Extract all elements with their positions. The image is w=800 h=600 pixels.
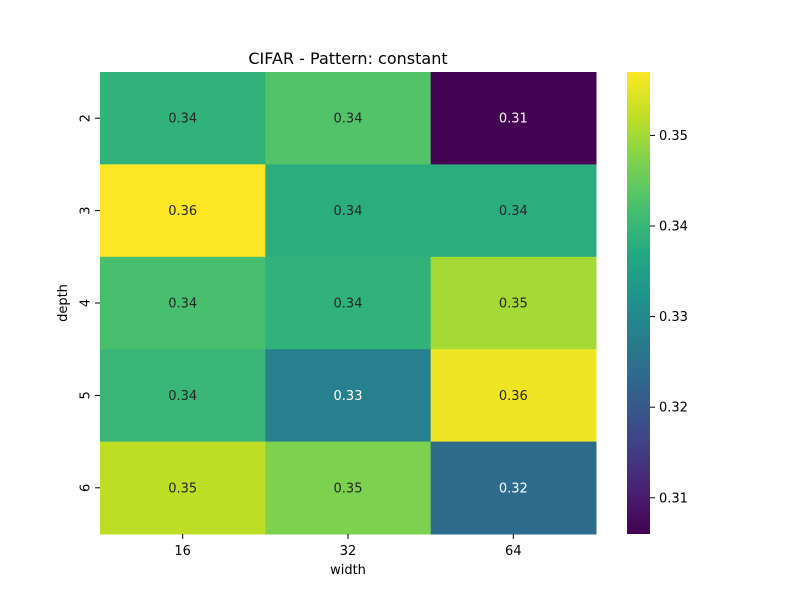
cell-value-label: 0.34 — [334, 297, 363, 312]
colorbar-ticks: 0.31 0.32 0.33 0.34 0.35 — [650, 129, 688, 506]
chart-title: CIFAR - Pattern: constant — [248, 49, 447, 68]
heatmap-cell — [265, 72, 432, 165]
heatmap-cell — [265, 164, 432, 258]
y-tick-label: 4 — [79, 299, 94, 307]
colorbar-tick-label: 0.33 — [659, 310, 688, 325]
colorbar — [627, 72, 650, 534]
y-tick-label: 6 — [79, 484, 94, 492]
heatmap-cell — [100, 441, 266, 535]
cell-value-label: 0.34 — [168, 112, 197, 127]
colorbar-tick-label: 0.31 — [659, 491, 688, 506]
heatmap-cell — [430, 441, 597, 535]
cell-value-label: 0.32 — [499, 481, 528, 496]
cell-value-label: 0.35 — [168, 481, 197, 496]
cell-value-label: 0.36 — [168, 204, 197, 219]
y-axis: 2 3 4 5 6 — [79, 114, 100, 492]
cell-value-label: 0.36 — [499, 389, 528, 404]
cell-value-label: 0.34 — [168, 297, 197, 312]
x-tick-label: 64 — [505, 544, 522, 559]
heatmap-cell — [430, 72, 597, 165]
heatmap-cell — [265, 256, 432, 350]
cell-value-label: 0.34 — [334, 112, 363, 127]
x-tick-label: 32 — [340, 544, 357, 559]
cell-value-label: 0.34 — [499, 204, 528, 219]
heatmap-cell — [100, 72, 266, 165]
y-tick-label: 5 — [79, 391, 94, 399]
heatmap-cell — [265, 349, 432, 443]
cell-value-label: 0.33 — [334, 389, 363, 404]
heatmap-cells — [100, 72, 597, 535]
colorbar-tick-label: 0.34 — [659, 220, 688, 235]
cell-value-label: 0.35 — [334, 481, 363, 496]
x-tick-label: 16 — [174, 544, 191, 559]
colorbar-tick-label: 0.32 — [659, 401, 688, 416]
heatmap-cell — [265, 441, 432, 535]
heatmap-cell — [430, 256, 597, 350]
x-axis: 16 32 64 — [174, 534, 522, 559]
cell-value-label: 0.34 — [334, 204, 363, 219]
heatmap-cell — [430, 164, 597, 258]
y-tick-label: 2 — [79, 114, 94, 122]
cell-value-label: 0.35 — [499, 297, 528, 312]
y-tick-label: 3 — [79, 206, 94, 214]
y-axis-label: depth — [56, 284, 71, 322]
cell-value-label: 0.31 — [499, 112, 528, 127]
heatmap-cell — [430, 349, 597, 443]
heatmap-annotations: 0.34 0.34 0.31 0.36 0.34 0.34 0.34 0.34 0.35 0.34… — [168, 112, 528, 497]
heatmap-cell — [100, 164, 266, 258]
x-axis-label: width — [330, 563, 366, 578]
cell-value-label: 0.34 — [168, 389, 197, 404]
heatmap-cell — [100, 256, 266, 350]
colorbar-tick-label: 0.35 — [659, 129, 688, 144]
heatmap-cell — [100, 349, 266, 443]
